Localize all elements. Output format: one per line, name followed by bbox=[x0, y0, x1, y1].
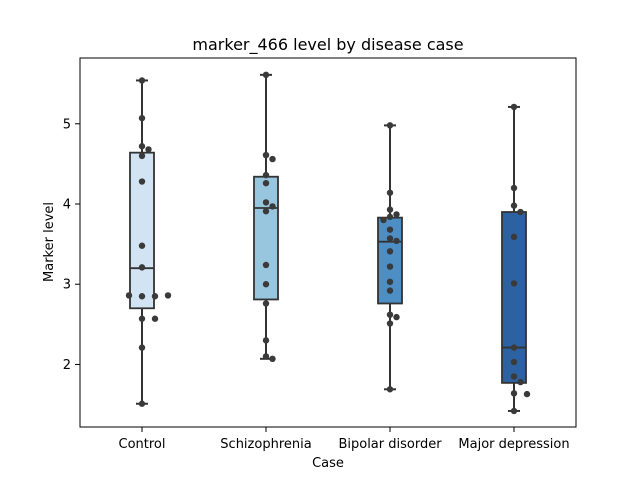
data-point bbox=[510, 233, 518, 241]
data-point bbox=[262, 208, 270, 215]
data-point bbox=[510, 344, 518, 351]
data-point bbox=[510, 202, 518, 209]
data-point bbox=[138, 242, 146, 249]
box-control bbox=[129, 151, 155, 310]
plot-frame bbox=[79, 57, 577, 428]
data-point bbox=[386, 320, 394, 327]
data-point bbox=[151, 293, 159, 300]
data-point bbox=[386, 287, 394, 294]
data-point bbox=[145, 146, 152, 153]
data-point bbox=[386, 386, 394, 393]
data-point bbox=[517, 208, 524, 216]
data-point bbox=[262, 151, 270, 159]
data-point bbox=[393, 313, 400, 321]
data-point bbox=[262, 199, 270, 206]
x-tick-label: Bipolar disorder bbox=[338, 437, 442, 452]
y-tick-label: 3 bbox=[63, 278, 71, 293]
data-point bbox=[386, 263, 394, 270]
data-point bbox=[380, 216, 387, 224]
data-point bbox=[262, 261, 270, 269]
x-axis-label: Case bbox=[312, 456, 344, 471]
x-tick-label: Major depression bbox=[458, 437, 569, 452]
box-schizophrenia bbox=[253, 175, 279, 301]
data-point bbox=[386, 189, 394, 196]
data-point bbox=[510, 407, 518, 415]
data-point bbox=[386, 248, 394, 255]
data-point bbox=[386, 235, 394, 242]
data-point bbox=[262, 71, 270, 79]
data-point bbox=[269, 155, 276, 163]
data-point bbox=[393, 211, 400, 218]
y-tick-label: 2 bbox=[63, 358, 71, 373]
chart-title: marker_466 level by disease case bbox=[192, 35, 463, 55]
x-tick-label: Schizophrenia bbox=[220, 437, 311, 452]
data-point bbox=[262, 179, 270, 187]
data-point bbox=[510, 184, 518, 192]
data-point bbox=[262, 337, 270, 344]
data-point bbox=[510, 373, 518, 380]
data-point bbox=[269, 203, 276, 210]
plot-area: 2 3 4 5 Control Schizophrenia Bipolar disorder… bbox=[63, 57, 577, 452]
data-point bbox=[386, 122, 394, 129]
y-axis-label: Marker level bbox=[42, 202, 57, 282]
box-major-depression bbox=[501, 211, 527, 384]
data-point bbox=[138, 178, 146, 185]
data-point bbox=[138, 143, 146, 150]
y-tick-label: 4 bbox=[63, 197, 71, 212]
data-point bbox=[393, 237, 400, 245]
data-point bbox=[138, 77, 146, 84]
data-point bbox=[151, 315, 159, 322]
data-point bbox=[523, 390, 531, 398]
data-point bbox=[138, 114, 146, 122]
data-point bbox=[386, 213, 394, 221]
data-point bbox=[164, 292, 172, 299]
data-point bbox=[262, 171, 270, 179]
x-tick-label: Control bbox=[119, 437, 166, 452]
data-point bbox=[262, 300, 270, 307]
data-point bbox=[510, 103, 518, 111]
data-point bbox=[138, 315, 146, 322]
data-point bbox=[125, 292, 133, 299]
data-point bbox=[386, 278, 394, 286]
data-point bbox=[262, 353, 270, 360]
data-point bbox=[386, 226, 394, 233]
data-point bbox=[510, 358, 518, 366]
y-tick-label: 5 bbox=[63, 117, 71, 132]
data-point bbox=[262, 281, 270, 288]
data-point bbox=[517, 378, 524, 386]
data-point bbox=[386, 311, 394, 318]
data-point bbox=[138, 400, 146, 407]
data-point bbox=[138, 293, 146, 300]
data-point bbox=[269, 355, 276, 363]
data-point bbox=[138, 344, 146, 351]
data-point bbox=[386, 206, 394, 213]
data-point bbox=[138, 264, 146, 271]
data-point bbox=[510, 390, 518, 397]
data-point bbox=[510, 280, 518, 287]
data-point bbox=[138, 152, 146, 160]
